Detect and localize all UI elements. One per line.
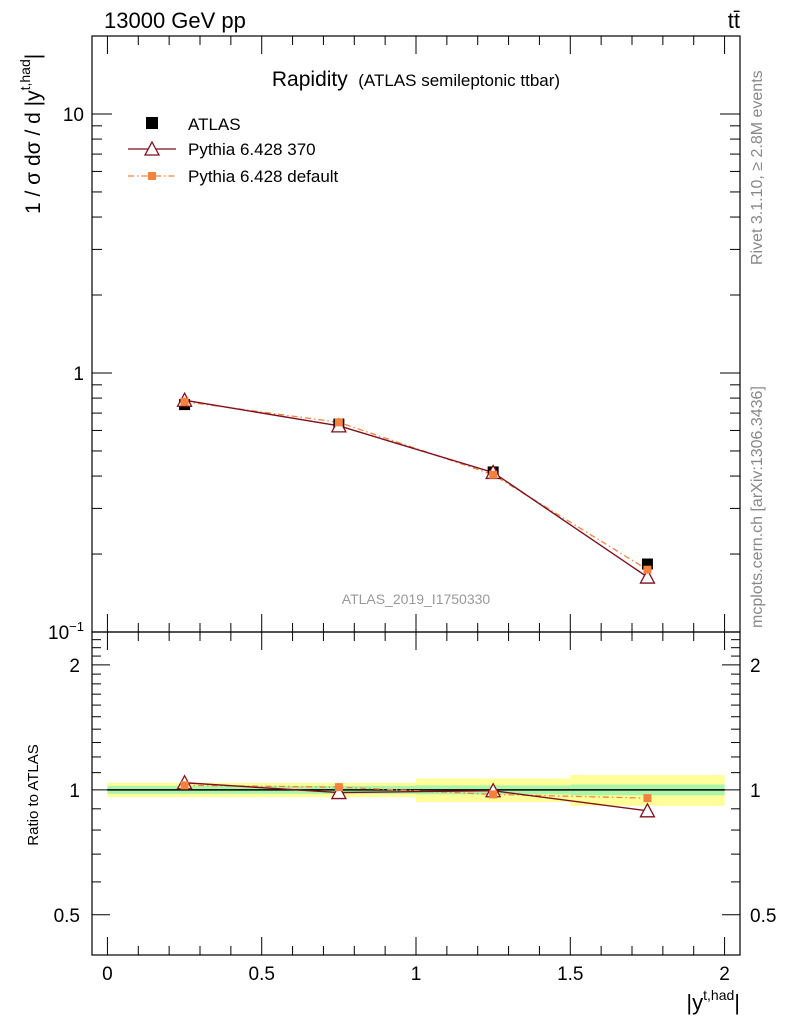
- x-axis-label: |yt,had|: [686, 987, 740, 1015]
- legend-entry-pythia-default: Pythia 6.428 default: [128, 167, 339, 186]
- legend-label-pythia-370: Pythia 6.428 370: [188, 140, 316, 159]
- ratio-panel: 2 2 1 1 0.5 0.5 0 0.5 1 1.5 2 Ratio to ATLAS |yt,…: [25, 631, 776, 1015]
- pythia-default-point: [489, 470, 498, 479]
- x-axis-label-main: |y: [686, 990, 703, 1015]
- legend-label-atlas: ATLAS: [188, 115, 241, 134]
- main-y-axis-label: 1 / σ dσ / d |yt,had|: [17, 54, 45, 214]
- x-tick-label: 0: [102, 964, 113, 985]
- x-axis-label-sup: t,had: [703, 987, 734, 1003]
- pythia-default-point: [180, 397, 189, 406]
- x-tick-label: 1: [411, 964, 422, 985]
- main-plot-area: [176, 391, 656, 584]
- pythia-370-point: [639, 568, 656, 584]
- main-y-tick-label-base: 10: [63, 105, 84, 126]
- main-y-tick-label: 10: [63, 105, 84, 126]
- ratio-y-tick-label-right: 1: [750, 781, 761, 802]
- series-line-pythia-370: [184, 399, 648, 578]
- legend-entry-pythia-370: Pythia 6.428 370: [128, 140, 316, 159]
- ratio-y-tick-label-right: 2: [750, 656, 761, 677]
- ratio-y-tick-label-left: 0.5: [54, 906, 80, 927]
- main-y-axis-label-main: 1 / σ dσ / d |y: [22, 90, 45, 214]
- ratio-pythia-default-point: [643, 794, 652, 803]
- main-x-ticks: [106, 36, 726, 632]
- ratio-line-pythia-370: [184, 782, 648, 812]
- x-tick-label: 2: [719, 964, 730, 985]
- ratio-y-ticks: 2 2 1 1 0.5 0.5: [54, 631, 776, 956]
- ratio-y-tick-label-left: 1: [69, 781, 80, 802]
- legend-marker-pythia-370: [143, 140, 161, 156]
- main-y-axis-label-close: |: [22, 54, 45, 59]
- series-line-pythia-default: [184, 401, 648, 571]
- energy-label: 13000 GeV pp: [104, 8, 246, 33]
- x-tick-label: 0.5: [249, 964, 275, 985]
- ratio-pythia-default-point: [180, 781, 189, 790]
- ratio-pythia-370-point: [330, 784, 347, 800]
- chart-title-main: Rapidity: [272, 68, 348, 91]
- main-y-tick-label-base: 1: [73, 364, 84, 385]
- legend-label-pythia-default: Pythia 6.428 default: [188, 167, 339, 186]
- ratio-y-tick-label-right: 0.5: [750, 906, 776, 927]
- main-y-axis-label-sup: t,had: [17, 59, 33, 90]
- pythia-default-point: [643, 565, 652, 574]
- ratio-pythia-default-point: [489, 790, 498, 799]
- ratio-x-ticks: 0 0.5 1 1.5 2: [102, 632, 730, 985]
- main-y-tick-label-exponent: −1: [69, 619, 84, 634]
- chart-title-subtitle: (ATLAS semileptonic ttbar): [358, 71, 560, 90]
- mcplots-source-label: mcplots.cern.ch [arXiv:1306.3436]: [749, 386, 766, 628]
- ratio-y-axis-label: Ratio to ATLAS: [25, 744, 42, 845]
- legend-marker-atlas: [146, 117, 158, 129]
- x-axis-label-close: |: [734, 990, 740, 1015]
- x-tick-label: 1.5: [557, 964, 583, 985]
- ratio-line-pythia-default: [184, 784, 648, 799]
- ratio-pythia-default-point: [334, 783, 343, 792]
- main-y-tick-label-base: 10: [48, 623, 69, 644]
- legend-marker-pythia-default: [148, 172, 156, 180]
- ratio-y-tick-label-left: 2: [69, 656, 80, 677]
- legend-entry-atlas: ATLAS: [146, 115, 241, 134]
- pythia-default-point: [334, 418, 343, 427]
- analysis-watermark: ATLAS_2019_I1750330: [342, 591, 491, 607]
- legend: ATLAS Pythia 6.428 370 Pythia 6.428 defa…: [128, 115, 339, 186]
- ratio-plot-area: [107, 774, 725, 818]
- chart-title: Rapidity (ATLAS semileptonic ttbar): [272, 68, 560, 91]
- rivet-version-label: Rivet 3.1.10, ≥ 2.8M events: [749, 70, 766, 265]
- atlas-data-point: [641, 558, 653, 570]
- main-y-tick-label: 1: [73, 364, 84, 385]
- ratio-pythia-370-point: [639, 802, 656, 818]
- main-y-tick-label: 10−1: [48, 619, 84, 644]
- process-label: tt̄: [728, 8, 740, 33]
